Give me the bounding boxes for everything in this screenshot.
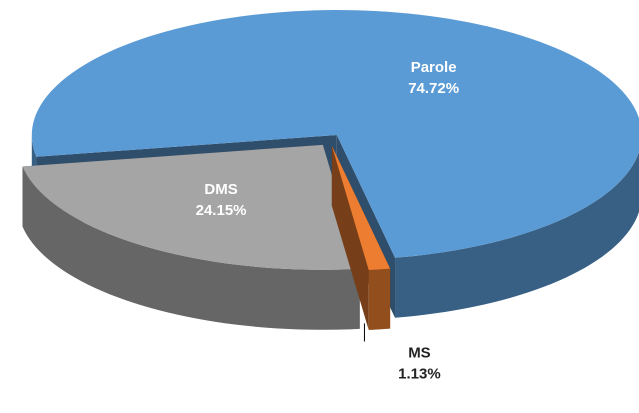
slice-side [22,166,360,330]
slice-label: MS [408,344,431,361]
slice-value-label: 74.72% [408,80,459,97]
slice [22,144,360,270]
slice [331,145,391,271]
slice-value-label: 24.15% [196,202,247,219]
slice-side [395,151,639,318]
slice-label: DMS [204,181,237,198]
slice-wall [331,145,369,331]
slice [31,10,639,258]
slice-side [368,268,391,331]
slice-value-label: 1.13% [398,365,441,382]
slice-label: Parole [411,59,457,76]
